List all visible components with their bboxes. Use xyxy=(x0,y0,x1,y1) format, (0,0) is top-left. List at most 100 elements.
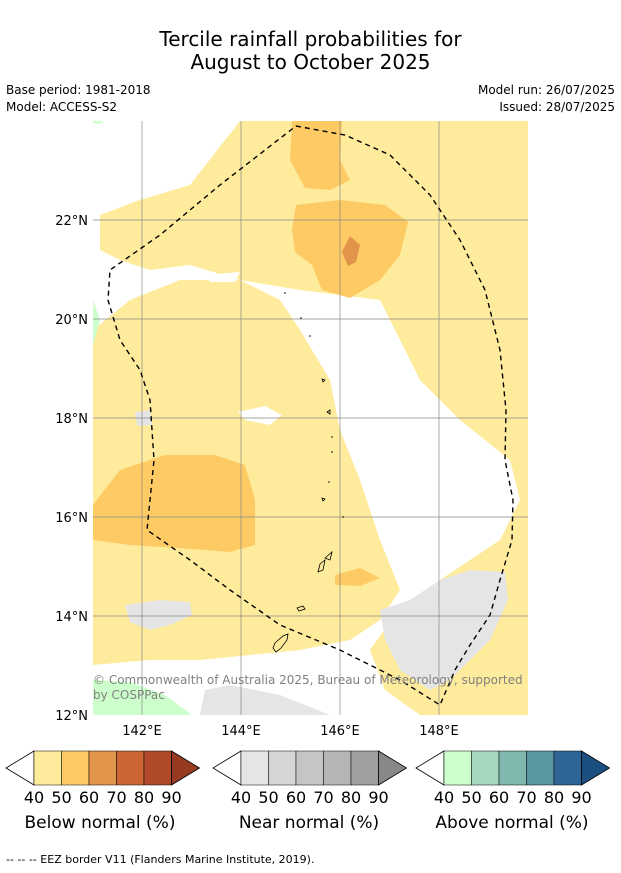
footer-note: -- -- -- EEZ border V11 (Flanders Marine… xyxy=(6,853,315,866)
no-skill-patch-1 xyxy=(205,272,240,282)
base-period: Base period: 1981-2018 xyxy=(6,83,151,97)
lat-label-18: 18°N xyxy=(55,412,88,427)
legend-above-tick-5: 90 xyxy=(571,788,591,807)
legend-above-swatch-1 xyxy=(471,750,500,786)
below-50-patch-south xyxy=(335,568,380,586)
legend-above-swatch-2 xyxy=(498,750,527,786)
legend-above-tick-2: 60 xyxy=(489,788,509,807)
island-dot-6 xyxy=(328,481,330,483)
legend-above-tick-1: 50 xyxy=(461,788,481,807)
legend-near-tick-1: 50 xyxy=(258,788,278,807)
legend-below-swatch-1 xyxy=(61,750,90,786)
island-dot-4 xyxy=(331,436,333,438)
legend-below-swatch-4 xyxy=(143,750,172,786)
model-run: Model run: 26/07/2025 xyxy=(477,83,615,97)
issued-date: Issued: 28/07/2025 xyxy=(499,100,615,114)
below-40-region xyxy=(100,121,528,715)
legend-label-near: Near normal (%) xyxy=(238,813,380,833)
no-skill-patch-2 xyxy=(238,406,282,425)
lat-label-16: 16°N xyxy=(55,511,88,526)
legend-below-tick-3: 70 xyxy=(106,788,126,807)
above-40-patch-nw xyxy=(93,121,104,124)
island-dot-3 xyxy=(309,335,311,337)
title-line-2: August to October 2025 xyxy=(190,50,431,74)
legend-above-tick-4: 80 xyxy=(544,788,564,807)
island-rota xyxy=(296,605,306,612)
legend-above-swatch-3 xyxy=(526,750,555,786)
title-line-1: Tercile rainfall probabilities for xyxy=(159,27,462,51)
legend-below-tick-0: 40 xyxy=(24,788,44,807)
legend-below-swatch-3 xyxy=(116,750,145,786)
model-name: Model: ACCESS-S2 xyxy=(6,100,118,114)
legend-near-tick-0: 40 xyxy=(231,788,251,807)
below-60-patch xyxy=(342,236,360,266)
island-tinian xyxy=(317,559,326,573)
eez-border xyxy=(107,125,514,707)
above-40-patch-sw xyxy=(93,680,192,715)
below-50-patch-north xyxy=(290,121,350,190)
above-40-patch-west xyxy=(93,300,100,345)
island-dot-1 xyxy=(284,292,286,294)
legend-bars: 40 50 60 70 80 90 40 50 60 70 80 90 40 50 60 70 80 90 xyxy=(5,750,611,807)
legend-near-tick-2: 60 xyxy=(286,788,306,807)
map-area: © Commonwealth of Australia 2025, Bureau… xyxy=(93,121,528,715)
legend-near-swatch-3 xyxy=(323,750,352,786)
near-40-patch-east xyxy=(380,570,508,690)
near-40-patch-south xyxy=(200,685,330,715)
lon-label-144: 144°E xyxy=(221,724,261,739)
small-islands xyxy=(284,292,344,518)
legend-below-swatch-2 xyxy=(88,750,117,786)
meta-left: Base period: 1981-2018 Model: ACCESS-S2 xyxy=(6,82,151,116)
legend-above-swatch-4 xyxy=(553,750,582,786)
legend-near-right-arrow xyxy=(378,750,408,786)
islands xyxy=(272,378,333,653)
island-guam xyxy=(272,633,289,653)
copyright-line-1: © Commonwealth of Australia 2025, Bureau… xyxy=(93,673,523,687)
legend-below-tick-5: 90 xyxy=(161,788,181,807)
legend-below-swatch-0 xyxy=(33,750,62,786)
legend-below-left-arrow xyxy=(5,750,35,786)
legend-near-swatch-4 xyxy=(350,750,379,786)
lat-label-22: 22°N xyxy=(55,214,88,229)
legend-above-right-arrow xyxy=(581,750,611,786)
legend-below-tick-1: 50 xyxy=(51,788,71,807)
legend-above-tick-3: 70 xyxy=(516,788,536,807)
legend-below-tick-4: 80 xyxy=(134,788,154,807)
lon-labels: 142°E 144°E 146°E 148°E xyxy=(122,724,459,739)
legend-near-swatch-0 xyxy=(240,750,269,786)
legend-near-swatch-2 xyxy=(295,750,324,786)
island-dot-7 xyxy=(342,516,344,518)
island-anatahan xyxy=(321,497,326,502)
legend-near-tick-5: 90 xyxy=(368,788,388,807)
legend-above-swatch-0 xyxy=(443,750,472,786)
lat-label-14: 14°N xyxy=(55,610,88,625)
copyright-line-2: by COSPPac xyxy=(93,688,165,702)
lat-labels: 22°N 20°N 18°N 16°N 14°N 12°N xyxy=(55,214,88,724)
legend-label-above: Above normal (%) xyxy=(435,813,589,833)
no-skill-patch-3 xyxy=(385,420,420,452)
legend-near-tick-3: 70 xyxy=(313,788,333,807)
lon-label-142: 142°E xyxy=(122,724,162,739)
lon-label-146: 146°E xyxy=(320,724,360,739)
island-pagan xyxy=(326,409,331,415)
island-saipan xyxy=(324,550,333,561)
island-dot-5 xyxy=(331,451,333,453)
below-50-patch-west xyxy=(93,455,255,552)
island-agrihan xyxy=(321,378,326,383)
legend-near-left-arrow xyxy=(212,750,242,786)
legend-near-tick-4: 80 xyxy=(341,788,361,807)
legend-above-left-arrow xyxy=(415,750,445,786)
lat-label-20: 20°N xyxy=(55,313,88,328)
map-title: Tercile rainfall probabilities for Augus… xyxy=(0,28,621,74)
legend-below-tick-2: 60 xyxy=(79,788,99,807)
legend-below-right-arrow xyxy=(171,750,201,786)
island-dot-2 xyxy=(300,317,302,319)
meta-right: Model run: 26/07/2025 Issued: 28/07/2025 xyxy=(478,82,615,116)
legend-label-below: Below normal (%) xyxy=(24,813,176,833)
lat-label-12: 12°N xyxy=(55,709,88,724)
grid-lines xyxy=(93,121,528,715)
lon-label-148: 148°E xyxy=(419,724,459,739)
legend-above-tick-0: 40 xyxy=(434,788,454,807)
legend-near-swatch-1 xyxy=(268,750,297,786)
